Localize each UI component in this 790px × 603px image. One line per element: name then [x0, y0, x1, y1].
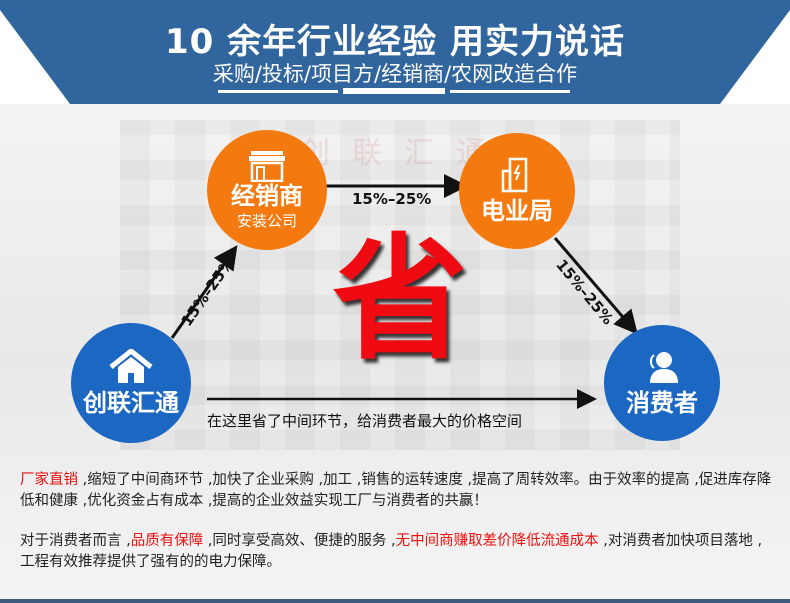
header-banner	[0, 0, 790, 104]
paragraph-2-text-2: ,同时享受高效、便捷的服务 ,	[203, 533, 396, 549]
paragraph-1-highlight: 厂家直销	[20, 472, 78, 488]
bottom-bar	[0, 599, 790, 603]
header-divider-center	[343, 88, 445, 94]
power-building-icon	[501, 157, 528, 193]
node-power-bureau: 电业局	[459, 133, 575, 249]
paragraph-2-text-3: ,对消费者加快项目落地 ,工程有效推荐提供了强有的的电力保障。	[20, 533, 763, 570]
header-divider-right	[450, 90, 570, 93]
paragraph-2: 对于消费者而言 ,品质有保障 ,同时享受高效、便捷的服务 ,无中间商赚取差价降低…	[20, 531, 775, 573]
paragraph-2-highlight-2: 无中间商赚取差价降低流通成本	[395, 533, 599, 549]
node-company: 创联汇通	[71, 323, 191, 443]
node-dealer-label: 经销商	[231, 181, 303, 210]
arrow-bureau-to-consumer	[553, 237, 638, 335]
node-company-label: 创联汇通	[83, 389, 179, 417]
paragraph-1-text: ,缩短了中间商环节 ,加快了企业采购 ,加工 ,销售的运转速度 ,提高了周转效率…	[20, 472, 772, 509]
header-subtitle: 采购/投标/项目方/经销商/农网改造合作	[212, 62, 578, 86]
label-dealer-to-bureau: 15%–25%	[352, 190, 432, 208]
storefront-icon	[249, 150, 285, 182]
node-consumer: 消费者	[604, 325, 720, 441]
save-character: 省	[332, 221, 468, 378]
arrow-company-to-dealer	[170, 245, 238, 339]
header-divider-left	[218, 90, 338, 93]
paragraph-1: 厂家直销 ,缩短了中间商环节 ,加快了企业采购 ,加工 ,销售的运转速度 ,提高…	[20, 470, 775, 512]
node-consumer-label: 消费者	[626, 389, 698, 417]
arrows	[170, 174, 638, 409]
direct-note: 在这里省了中间环节，给消费者最大的价格空间	[207, 412, 523, 430]
paragraph-2-text-1: 对于消费者而言 ,	[20, 533, 131, 549]
user-icon	[650, 352, 678, 383]
paragraph-2-highlight-1: 品质有保障	[130, 533, 204, 549]
node-dealer: 经销商 安装公司	[207, 130, 327, 250]
header-title: 10 余年行业经验 用实力说话	[165, 22, 625, 62]
node-dealer-sublabel: 安装公司	[236, 211, 297, 230]
house-icon	[109, 349, 153, 383]
watermark: 创联汇通	[300, 136, 508, 171]
node-power-bureau-label: 电业局	[481, 197, 553, 225]
